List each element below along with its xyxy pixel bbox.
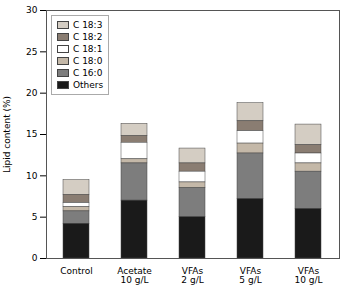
svg-text:25: 25 bbox=[26, 47, 37, 57]
html-text:C 18:3: C 18:3 bbox=[73, 20, 103, 30]
svg-text:20: 20 bbox=[26, 88, 38, 98]
svg-text:0: 0 bbox=[32, 253, 38, 263]
svg-text:Lipid content (%): Lipid content (%) bbox=[2, 96, 12, 173]
svg-text:5: 5 bbox=[32, 212, 38, 222]
html-text:C 18:2: C 18:2 bbox=[73, 32, 103, 42]
svg-text:Acetate10 g/L: Acetate10 g/L bbox=[117, 266, 152, 285]
svg-text:VFAs5 g/L: VFAs5 g/L bbox=[239, 266, 261, 285]
html-text:C 16:0: C 16:0 bbox=[73, 68, 103, 78]
svg-text:Control: Control bbox=[60, 266, 93, 276]
svg-text:30: 30 bbox=[26, 5, 38, 15]
html-text:Others: Others bbox=[73, 80, 104, 90]
html-text:C 18:1: C 18:1 bbox=[73, 44, 103, 54]
svg-text:VFAs2 g/L: VFAs2 g/L bbox=[181, 266, 203, 285]
html-text:C 18:0: C 18:0 bbox=[73, 56, 103, 66]
svg-text:VFAs10 g/L: VFAs10 g/L bbox=[294, 266, 322, 285]
svg-text:15: 15 bbox=[26, 129, 37, 139]
svg-text:10: 10 bbox=[26, 171, 38, 181]
